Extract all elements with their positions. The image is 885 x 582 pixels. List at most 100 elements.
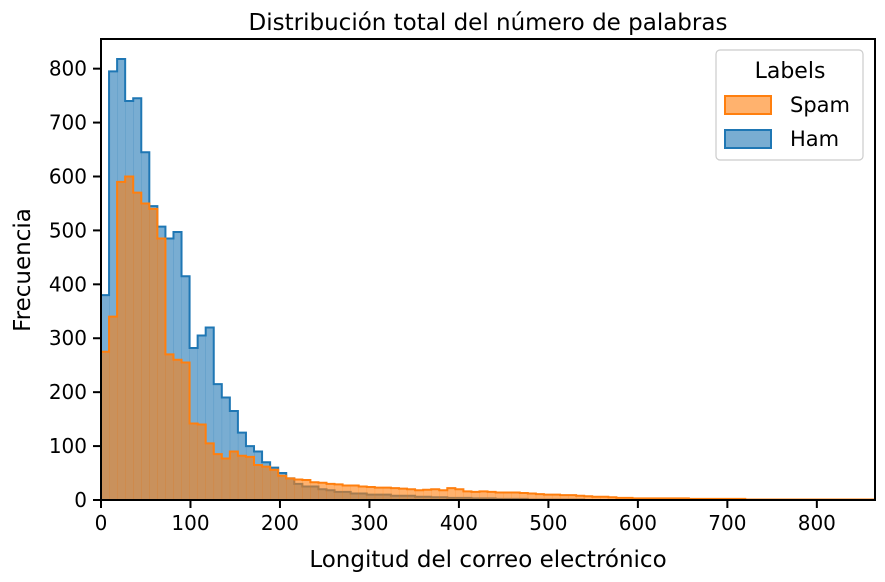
spam-bar bbox=[624, 497, 633, 500]
spam-bar bbox=[495, 492, 504, 500]
spam-bar bbox=[503, 492, 513, 500]
spam-bar bbox=[350, 485, 359, 500]
ham-bar bbox=[109, 71, 118, 500]
spam-bar bbox=[407, 489, 416, 500]
spam-bar bbox=[205, 443, 215, 500]
spam-bar bbox=[173, 359, 182, 500]
y-tick-label: 500 bbox=[49, 218, 87, 242]
y-tick-label: 400 bbox=[49, 272, 87, 296]
spam-bar bbox=[278, 475, 287, 500]
spam-bar bbox=[101, 351, 110, 500]
spam-bar bbox=[551, 494, 561, 500]
spam-bar bbox=[326, 483, 335, 500]
y-tick-label: 700 bbox=[49, 111, 87, 135]
spam-bar bbox=[133, 192, 142, 501]
x-tick-label: 800 bbox=[798, 511, 836, 535]
spam-bar bbox=[109, 316, 118, 500]
spam-bar bbox=[229, 451, 239, 500]
spam-bar bbox=[149, 208, 158, 500]
ham-bar bbox=[197, 335, 206, 500]
spam-bar bbox=[471, 491, 480, 500]
spam-bar bbox=[245, 456, 255, 500]
spam-outline bbox=[100, 175, 875, 501]
spam-bar bbox=[415, 490, 424, 500]
spam-bar bbox=[479, 491, 488, 500]
spam-bar bbox=[560, 495, 569, 500]
x-tick-label: 400 bbox=[440, 511, 478, 535]
x-tick-label: 300 bbox=[350, 511, 388, 535]
spam-bar bbox=[543, 494, 553, 500]
spam-bar bbox=[423, 489, 432, 500]
spam-bar bbox=[318, 482, 327, 500]
spam-bar bbox=[294, 479, 303, 500]
spam-bar bbox=[310, 482, 319, 500]
spam-bar bbox=[455, 489, 464, 500]
histogram-bars bbox=[100, 57, 876, 501]
spam-bar bbox=[358, 486, 368, 500]
spam-bar bbox=[487, 491, 496, 500]
spam-bar bbox=[390, 488, 400, 500]
spam-bar bbox=[165, 354, 174, 500]
y-axis-label: Frecuencia bbox=[10, 208, 36, 332]
y-tick-label: 200 bbox=[49, 380, 87, 404]
spam-bar bbox=[237, 455, 247, 500]
spam-bar bbox=[117, 181, 126, 500]
spam-bar bbox=[157, 238, 166, 500]
spam-bar bbox=[608, 497, 617, 500]
spam-bar bbox=[382, 487, 392, 500]
spam-bar bbox=[463, 491, 472, 500]
spam-bar bbox=[535, 494, 545, 500]
x-axis-ticks: 0 100 200 300 400 500 600 700 800 bbox=[95, 500, 836, 535]
spam-bar bbox=[439, 490, 448, 500]
y-tick-label: 600 bbox=[49, 164, 87, 188]
spam-bar bbox=[592, 496, 601, 500]
spam-bar bbox=[398, 488, 408, 500]
y-tick-label: 300 bbox=[49, 326, 87, 350]
spam-bar bbox=[447, 488, 456, 500]
spam-bar bbox=[334, 484, 343, 500]
legend-swatch-spam bbox=[724, 95, 772, 115]
x-tick-label: 600 bbox=[619, 511, 657, 535]
series-spam bbox=[100, 175, 876, 501]
spam-bar bbox=[511, 492, 521, 500]
spam-bar bbox=[286, 478, 295, 500]
spam-bar bbox=[616, 497, 625, 500]
spam-bar bbox=[213, 454, 223, 500]
spam-bar bbox=[189, 423, 198, 500]
spam-bar bbox=[576, 495, 585, 500]
spam-bar bbox=[519, 492, 529, 500]
x-tick-label: 0 bbox=[95, 511, 108, 535]
chart-title: Distribución total del número de palabra… bbox=[249, 10, 728, 36]
spam-bar bbox=[125, 176, 134, 501]
ham-bar bbox=[205, 327, 215, 500]
spam-bar bbox=[584, 496, 593, 500]
y-tick-label: 800 bbox=[49, 57, 87, 81]
spam-bar bbox=[141, 203, 150, 500]
spam-bar bbox=[270, 469, 279, 500]
spam-bar bbox=[431, 489, 440, 500]
spam-bar bbox=[342, 485, 351, 500]
y-tick-label: 0 bbox=[74, 488, 87, 512]
plot-frame bbox=[100, 38, 876, 501]
ham-bar bbox=[213, 384, 223, 500]
spam-bar bbox=[221, 458, 231, 500]
legend-swatch-ham bbox=[724, 129, 772, 149]
spam-bar bbox=[181, 362, 190, 500]
spam-bar bbox=[600, 496, 609, 500]
spam-bar bbox=[374, 487, 384, 500]
x-axis-label: Longitud del correo electrónico bbox=[309, 547, 666, 573]
spam-bar bbox=[262, 466, 271, 500]
spam-bar bbox=[568, 495, 577, 500]
y-axis-ticks: 0 100 200 300 400 500 600 700 800 bbox=[49, 57, 101, 512]
x-tick-label: 200 bbox=[261, 511, 299, 535]
ham-bar bbox=[221, 397, 231, 500]
spam-bar bbox=[254, 464, 263, 500]
legend-label-ham: Ham bbox=[790, 127, 839, 151]
y-tick-label: 100 bbox=[49, 434, 87, 458]
legend-label-spam: Spam bbox=[790, 93, 850, 117]
x-tick-label: 700 bbox=[708, 511, 746, 535]
legend: Labels Spam Ham bbox=[715, 49, 864, 161]
spam-bar bbox=[527, 493, 537, 500]
x-tick-label: 100 bbox=[171, 511, 209, 535]
